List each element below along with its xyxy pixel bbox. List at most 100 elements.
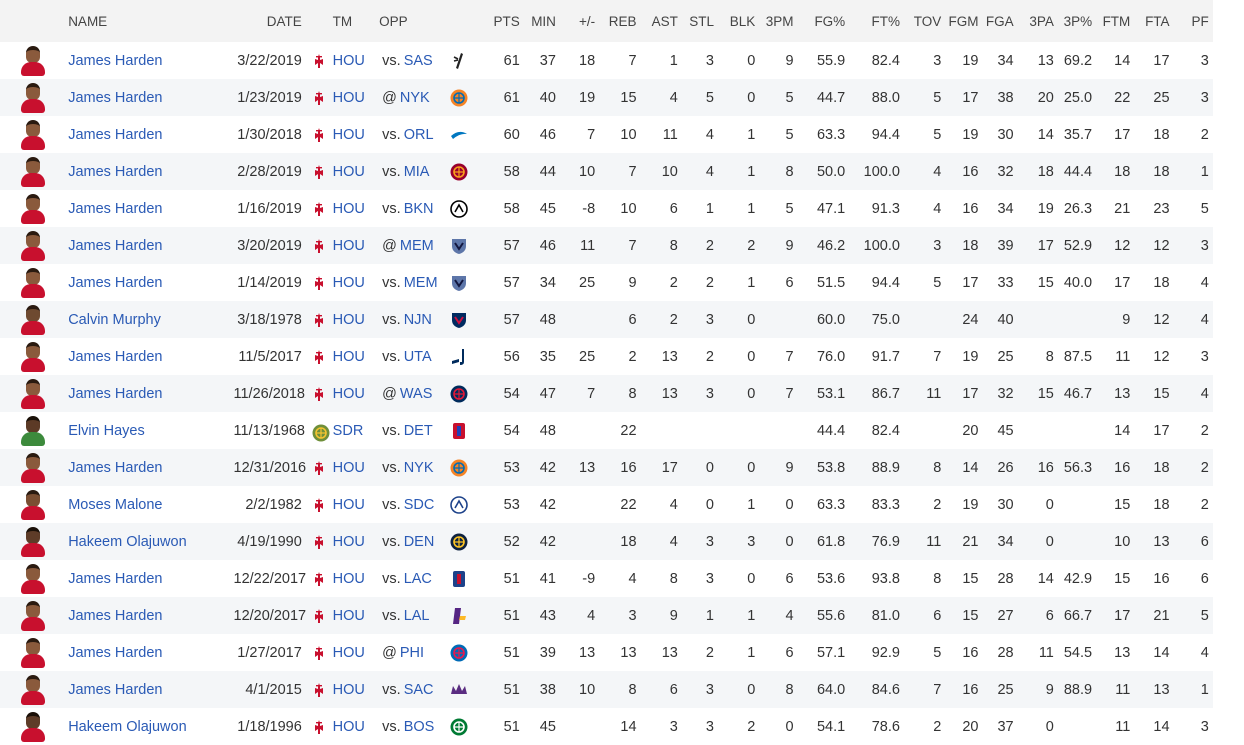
player-name-link[interactable]: Hakeem Olajuwon (68, 533, 187, 550)
opponent-link[interactable]: DEN (403, 533, 435, 550)
col-header-pf[interactable]: PF (1191, 13, 1209, 29)
player-name-link[interactable]: James Harden (68, 607, 163, 624)
player-name-link[interactable]: Calvin Murphy (68, 311, 161, 328)
team-link[interactable]: HOU (332, 681, 365, 698)
col-header-ftm[interactable]: FTM (1102, 13, 1131, 29)
stat-fga: 25 (997, 348, 1014, 365)
stat-ast: 4 (669, 89, 678, 106)
col-header-blk[interactable]: BLK (729, 13, 756, 29)
stat-pf: 4 (1200, 311, 1209, 328)
player-name-link[interactable]: James Harden (68, 681, 163, 698)
opponent-link[interactable]: MEM (399, 237, 434, 254)
col-header-stl[interactable]: STL (689, 13, 714, 29)
stat-pts: 51 (503, 681, 520, 698)
col-header-fga[interactable]: FGA (985, 13, 1014, 29)
opponent-link[interactable]: NYK (399, 89, 430, 106)
opponent-link[interactable]: UTA (403, 348, 432, 365)
col-header-fg-pct[interactable]: FG% (814, 13, 846, 29)
col-header-name[interactable]: NAME (68, 13, 108, 29)
stat-pf: 2 (1200, 496, 1209, 513)
player-name-link[interactable]: James Harden (68, 348, 163, 365)
sd-rockets-logo-icon (311, 423, 330, 442)
stat-ast: 8 (669, 570, 678, 587)
opponent-link[interactable]: MIA (403, 163, 430, 180)
team-link[interactable]: HOU (332, 718, 365, 735)
player-name-link[interactable]: James Harden (68, 274, 163, 291)
player-name-link[interactable]: James Harden (68, 237, 163, 254)
team-link[interactable]: HOU (332, 607, 365, 624)
team-link[interactable]: HOU (332, 126, 365, 143)
team-link[interactable]: HOU (332, 163, 365, 180)
opponent-link[interactable]: BOS (403, 718, 435, 735)
opponent-link[interactable]: SDC (403, 496, 435, 513)
player-name-link[interactable]: James Harden (68, 644, 163, 661)
opponent-link[interactable]: BKN (403, 200, 434, 217)
team-link[interactable]: HOU (332, 644, 365, 661)
stat-stl: 3 (705, 385, 714, 402)
col-header-opp[interactable]: OPP (379, 13, 408, 29)
opponent-link[interactable]: MEM (403, 274, 438, 291)
player-name-link[interactable]: James Harden (68, 570, 163, 587)
player-name-link[interactable]: Elvin Hayes (68, 422, 145, 439)
col-header-min[interactable]: MIN (531, 13, 556, 29)
stat-reb: 18 (620, 533, 637, 550)
col-header-reb[interactable]: REB (608, 13, 637, 29)
opponent-link[interactable]: LAL (403, 607, 430, 624)
stat-3p-pct (1058, 301, 1096, 338)
team-link[interactable]: HOU (332, 237, 365, 254)
opponent-link[interactable]: SAC (403, 681, 434, 698)
stat-pts: 51 (503, 644, 520, 661)
col-header-date[interactable]: DATE (266, 13, 302, 29)
col-header-3pa[interactable]: 3PA (1029, 13, 1054, 29)
matchup-separator: @ (382, 644, 397, 661)
opponent-link[interactable]: DET (403, 422, 433, 439)
col-header-ast[interactable]: AST (651, 13, 678, 29)
opponent-link[interactable]: NYK (403, 459, 434, 476)
team-link[interactable]: HOU (332, 274, 365, 291)
player-name-link[interactable]: James Harden (68, 385, 163, 402)
opponent-link[interactable]: PHI (399, 644, 425, 661)
opponent-link[interactable]: NJN (403, 311, 432, 328)
stat-3pa: 14 (1037, 570, 1054, 587)
stat-ft-pct: 81.0 (871, 607, 900, 624)
player-name-link[interactable]: James Harden (68, 459, 163, 476)
team-link[interactable]: SDR (332, 422, 364, 439)
col-header-pts[interactable]: PTS (493, 13, 520, 29)
col-header-plus-minus[interactable]: +/- (579, 13, 596, 29)
opponent-link[interactable]: SAS (403, 52, 433, 69)
player-name-link[interactable]: James Harden (68, 126, 163, 143)
col-header-tov[interactable]: TOV (913, 13, 942, 29)
player-name-link[interactable]: Moses Malone (68, 496, 163, 513)
player-name-link[interactable]: James Harden (68, 89, 163, 106)
team-link[interactable]: HOU (332, 52, 365, 69)
team-link[interactable]: HOU (332, 459, 365, 476)
stat-pf: 4 (1200, 274, 1209, 291)
opponent-link[interactable]: ORL (403, 126, 434, 143)
col-header-3pm[interactable]: 3PM (765, 13, 794, 29)
player-name-link[interactable]: Hakeem Olajuwon (68, 718, 187, 735)
game-date: 11/26/2018 (233, 385, 306, 402)
team-link[interactable]: HOU (332, 533, 365, 550)
heat-logo-icon (449, 162, 469, 182)
col-header-fta[interactable]: FTA (1145, 13, 1170, 29)
team-link[interactable]: HOU (332, 385, 365, 402)
player-name-link[interactable]: James Harden (68, 200, 163, 217)
stat-tov: 3 (933, 237, 942, 254)
stat-fta: 15 (1153, 385, 1170, 402)
col-header-fgm[interactable]: FGM (948, 13, 979, 29)
team-link[interactable]: HOU (332, 200, 365, 217)
team-link[interactable]: HOU (332, 348, 365, 365)
opponent-link[interactable]: WAS (399, 385, 433, 402)
team-link[interactable]: HOU (332, 496, 365, 513)
col-header-ft-pct[interactable]: FT% (871, 13, 900, 29)
col-header-3p-pct[interactable]: 3P% (1063, 13, 1093, 29)
col-header-tm[interactable]: TM (332, 13, 353, 29)
stat-fgm: 24 (962, 311, 979, 328)
player-name-link[interactable]: James Harden (68, 163, 163, 180)
player-name-link[interactable]: James Harden (68, 52, 163, 69)
game-date: 2/2/1982 (245, 496, 302, 513)
opponent-link[interactable]: LAC (403, 570, 432, 587)
team-link[interactable]: HOU (332, 311, 365, 328)
team-link[interactable]: HOU (332, 570, 365, 587)
team-link[interactable]: HOU (332, 89, 365, 106)
